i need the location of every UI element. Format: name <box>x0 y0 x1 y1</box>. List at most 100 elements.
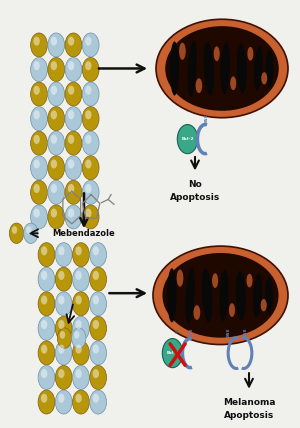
Ellipse shape <box>230 76 236 90</box>
Circle shape <box>51 184 57 193</box>
Circle shape <box>90 316 106 340</box>
Circle shape <box>90 243 106 267</box>
Ellipse shape <box>202 268 212 322</box>
Circle shape <box>34 159 40 169</box>
Circle shape <box>68 36 74 46</box>
Text: No: No <box>188 180 202 189</box>
Ellipse shape <box>229 303 235 317</box>
Circle shape <box>31 205 47 229</box>
Circle shape <box>26 226 32 234</box>
Circle shape <box>65 57 82 81</box>
Circle shape <box>34 184 40 193</box>
Ellipse shape <box>153 246 288 345</box>
Circle shape <box>82 33 99 57</box>
Text: Apoptosis: Apoptosis <box>170 193 220 202</box>
Ellipse shape <box>265 277 273 314</box>
Ellipse shape <box>236 271 246 320</box>
Circle shape <box>85 208 92 217</box>
Circle shape <box>34 110 40 119</box>
Circle shape <box>48 131 64 155</box>
Ellipse shape <box>179 43 186 60</box>
Circle shape <box>65 156 82 180</box>
Circle shape <box>58 369 64 378</box>
Circle shape <box>65 180 82 204</box>
Ellipse shape <box>170 42 179 95</box>
Circle shape <box>48 205 64 229</box>
Ellipse shape <box>220 43 230 94</box>
Circle shape <box>82 156 99 180</box>
Circle shape <box>73 267 89 291</box>
Circle shape <box>65 107 82 131</box>
Circle shape <box>85 184 92 193</box>
Ellipse shape <box>204 42 214 95</box>
Circle shape <box>41 394 47 403</box>
Circle shape <box>82 205 99 229</box>
Circle shape <box>58 246 64 256</box>
Circle shape <box>93 320 99 329</box>
Ellipse shape <box>266 50 274 87</box>
Ellipse shape <box>212 273 218 288</box>
Text: BAX: BAX <box>244 328 248 337</box>
Circle shape <box>73 316 89 340</box>
Circle shape <box>38 390 55 414</box>
Circle shape <box>55 267 72 291</box>
Circle shape <box>75 369 82 378</box>
Text: Melanoma: Melanoma <box>223 398 275 407</box>
Circle shape <box>38 341 55 365</box>
Circle shape <box>55 366 72 389</box>
Text: Apoptosis: Apoptosis <box>224 411 274 420</box>
Circle shape <box>93 246 99 256</box>
Ellipse shape <box>248 47 254 61</box>
Circle shape <box>65 33 82 57</box>
Circle shape <box>73 292 89 316</box>
Circle shape <box>31 180 47 204</box>
Circle shape <box>85 135 92 144</box>
Text: BAX: BAX <box>205 113 209 123</box>
Circle shape <box>34 61 40 70</box>
Circle shape <box>34 36 40 46</box>
Circle shape <box>60 331 65 339</box>
Circle shape <box>85 159 92 169</box>
Circle shape <box>12 226 17 234</box>
Circle shape <box>34 135 40 144</box>
Circle shape <box>93 394 99 403</box>
Circle shape <box>90 341 106 365</box>
Circle shape <box>75 320 82 329</box>
Circle shape <box>58 295 64 304</box>
Ellipse shape <box>261 299 267 311</box>
Circle shape <box>82 57 99 81</box>
Circle shape <box>73 366 89 389</box>
Circle shape <box>48 156 64 180</box>
Ellipse shape <box>237 44 247 93</box>
Text: Mebendazole: Mebendazole <box>52 229 116 238</box>
Circle shape <box>85 61 92 70</box>
Ellipse shape <box>253 273 262 318</box>
Circle shape <box>177 125 198 154</box>
Circle shape <box>31 33 47 57</box>
Circle shape <box>48 180 64 204</box>
Circle shape <box>34 208 40 217</box>
Ellipse shape <box>214 46 220 61</box>
Circle shape <box>65 205 82 229</box>
Circle shape <box>58 271 64 280</box>
Circle shape <box>31 57 47 81</box>
Ellipse shape <box>247 273 253 288</box>
Circle shape <box>51 36 57 46</box>
Circle shape <box>51 110 57 119</box>
Circle shape <box>55 316 72 340</box>
Circle shape <box>55 243 72 267</box>
Circle shape <box>38 243 55 267</box>
Circle shape <box>93 271 99 280</box>
Circle shape <box>38 366 55 389</box>
Circle shape <box>55 341 72 365</box>
Circle shape <box>55 292 72 316</box>
Circle shape <box>68 135 74 144</box>
Circle shape <box>41 369 47 378</box>
Circle shape <box>57 328 72 348</box>
Circle shape <box>38 292 55 316</box>
Circle shape <box>51 135 57 144</box>
Ellipse shape <box>254 46 263 91</box>
Circle shape <box>90 390 106 414</box>
Circle shape <box>34 86 40 95</box>
Circle shape <box>68 208 74 217</box>
